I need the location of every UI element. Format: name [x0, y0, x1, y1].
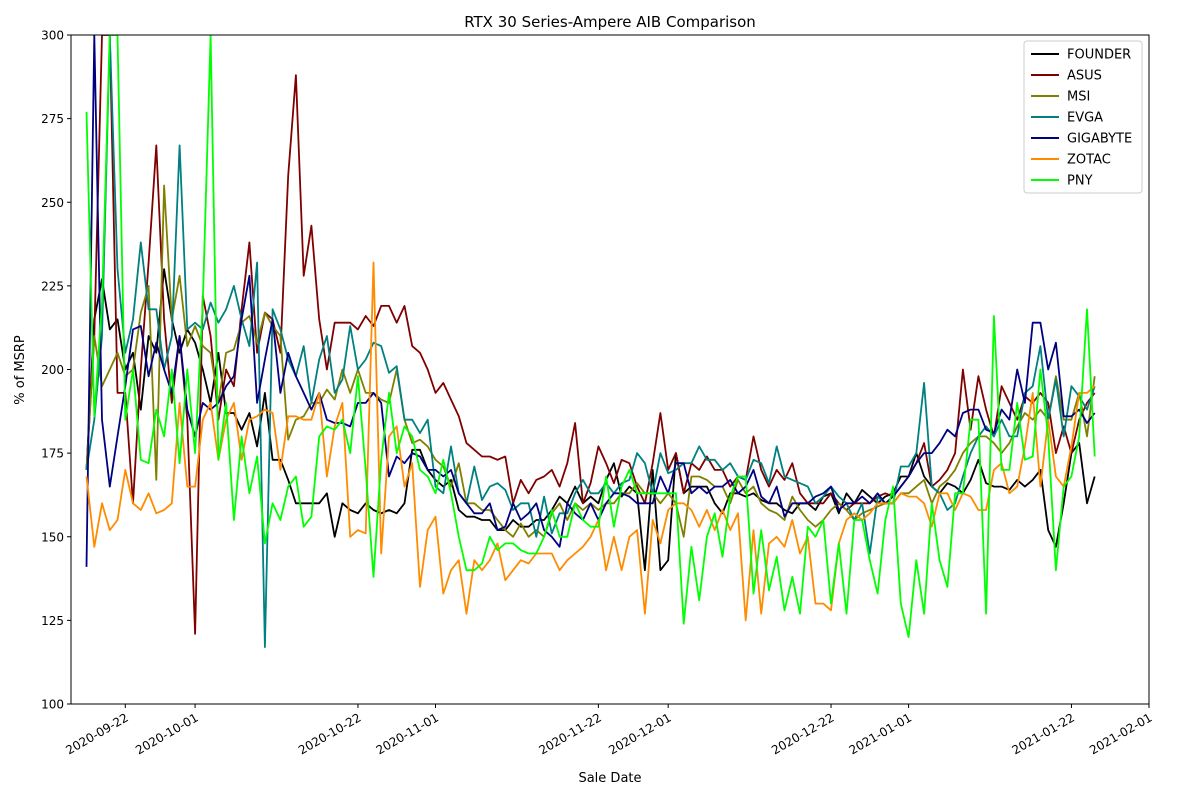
series-line-zotac — [85, 261, 1096, 622]
plot-frame — [70, 34, 1150, 705]
series-line-founder — [85, 268, 1096, 572]
plot-background — [71, 35, 1149, 704]
legend: FOUNDER ASUS MSI EVGA GIGABYTE ZOTAC PNY — [1023, 40, 1143, 194]
y-tick-label: 275 — [41, 112, 64, 126]
y-tick-label: 125 — [41, 614, 64, 628]
series-line-pny — [85, 35, 1096, 638]
x-tick-label: 2020-11-01 — [374, 710, 441, 757]
series-layer — [85, 35, 1096, 648]
x-tick-label: 2021-02-01 — [1087, 710, 1154, 757]
x-tick-label: 2020-09-22 — [63, 710, 130, 757]
series-line-evga — [85, 35, 1096, 648]
y-tick-label: 100 — [41, 698, 64, 712]
x-tick-label: 2020-12-01 — [606, 710, 673, 757]
y-tick-label: 200 — [41, 363, 64, 377]
legend-label: ASUS — [1067, 69, 1102, 84]
x-tick-label: 2021-01-01 — [847, 710, 914, 757]
x-tick-label: 2020-10-22 — [296, 710, 363, 757]
y-axis-label: % of MSRP — [13, 335, 28, 405]
y-tick-label: 225 — [41, 279, 64, 293]
y-tick-label: 300 — [41, 29, 64, 43]
x-tick-label: 2020-12-22 — [769, 710, 836, 757]
x-tick-label: 2021-01-22 — [1010, 710, 1077, 757]
x-tick-label: 2020-11-22 — [536, 710, 603, 757]
chart-title: RTX 30 Series-Ampere AIB Comparison — [464, 13, 756, 31]
legend-label: ZOTAC — [1067, 153, 1111, 168]
legend-label: GIGABYTE — [1067, 132, 1132, 147]
y-tick-label: 150 — [41, 530, 64, 544]
x-axis-label: Sale Date — [578, 771, 641, 786]
y-tick-label: 250 — [41, 196, 64, 210]
y-tick-label: 175 — [41, 447, 64, 461]
legend-label: PNY — [1067, 174, 1093, 189]
y-axis-ticks: 100 125 150 175 200 225 250 275 300 — [41, 29, 71, 712]
legend-box — [1023, 40, 1143, 194]
x-tick-label: 2020-10-01 — [133, 710, 200, 757]
series-line-asus — [85, 35, 1096, 635]
legend-label: EVGA — [1067, 111, 1103, 126]
legend-label: MSI — [1067, 90, 1090, 105]
series-line-gigabyte — [85, 35, 1096, 567]
legend-label: FOUNDER — [1067, 48, 1131, 63]
x-axis-ticks: 2020-09-22 2020-10-01 2020-10-22 2020-11-01… — [63, 704, 1155, 757]
